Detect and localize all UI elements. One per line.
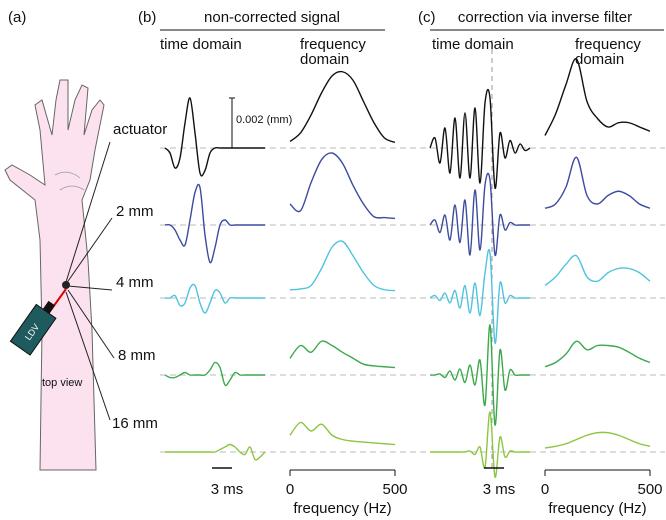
signal-trace [164, 97, 265, 177]
palm-lines [54, 171, 85, 191]
chart-subtitle: frequency domain [300, 36, 366, 68]
subtitle-line: domain [300, 51, 349, 68]
spectrum-trace [289, 152, 396, 220]
leader [67, 289, 115, 359]
signal-trace [429, 172, 530, 256]
view-label: top view [42, 377, 82, 389]
x-tick-label: 0 [286, 481, 294, 498]
signal-trace [164, 283, 265, 314]
row-label: 2 mm [116, 203, 154, 220]
subtitle-line: domain [575, 51, 624, 68]
signal-trace [165, 443, 266, 461]
spectrum-trace [544, 340, 651, 368]
sensor [62, 281, 70, 289]
subtitle-line: frequency [575, 36, 641, 53]
signal-trace [429, 324, 530, 426]
spectrum-trace [289, 421, 396, 446]
panel-title: correction via inverse filter [458, 9, 632, 26]
spectrum-trace [289, 70, 396, 143]
spectrum-trace [289, 240, 396, 292]
hand-illustration: LDV [4, 79, 115, 471]
spectrum-trace [544, 156, 651, 209]
spectrum-trace [544, 254, 651, 287]
panel-title: non-corrected signal [204, 9, 340, 26]
leader [65, 141, 111, 283]
signal-trace [430, 411, 530, 478]
spectrum-trace [544, 431, 651, 449]
leader [67, 285, 113, 291]
x-tick-label: 500 [637, 481, 662, 498]
x-axis-label: frequency (Hz) [548, 500, 646, 517]
row-label: 8 mm [118, 347, 156, 364]
panel-label: (a) [8, 9, 26, 26]
x-tick-label: 500 [382, 481, 407, 498]
ldv-lens [42, 300, 56, 314]
panel-label: (c) [418, 9, 436, 26]
spectrum-trace [544, 58, 651, 136]
spectrum-trace [289, 340, 396, 369]
ldv-device: LDV [9, 300, 57, 356]
time-scale-label: 3 ms [211, 481, 244, 498]
chart-subtitle: frequency domain [575, 36, 641, 68]
arm [4, 79, 105, 471]
chart-subtitle: time domain [432, 36, 514, 53]
row-label: 4 mm [116, 274, 154, 291]
signal-trace [164, 183, 265, 264]
amp-scale-label: 0.002 (mm) [236, 114, 292, 126]
subtitle-line: frequency [300, 36, 366, 53]
row-label: actuator [113, 121, 167, 138]
signal-trace [164, 361, 265, 387]
time-scale-label: 3 ms [483, 481, 516, 498]
panel-label: (b) [138, 9, 156, 26]
signal-trace [429, 249, 530, 344]
signal-trace [429, 88, 531, 189]
chart-subtitle: time domain [160, 36, 242, 53]
x-axis-label: frequency (Hz) [293, 500, 391, 517]
row-label: 16 mm [112, 415, 158, 432]
x-tick-label: 0 [541, 481, 549, 498]
leader [65, 291, 111, 421]
leader [65, 217, 113, 285]
